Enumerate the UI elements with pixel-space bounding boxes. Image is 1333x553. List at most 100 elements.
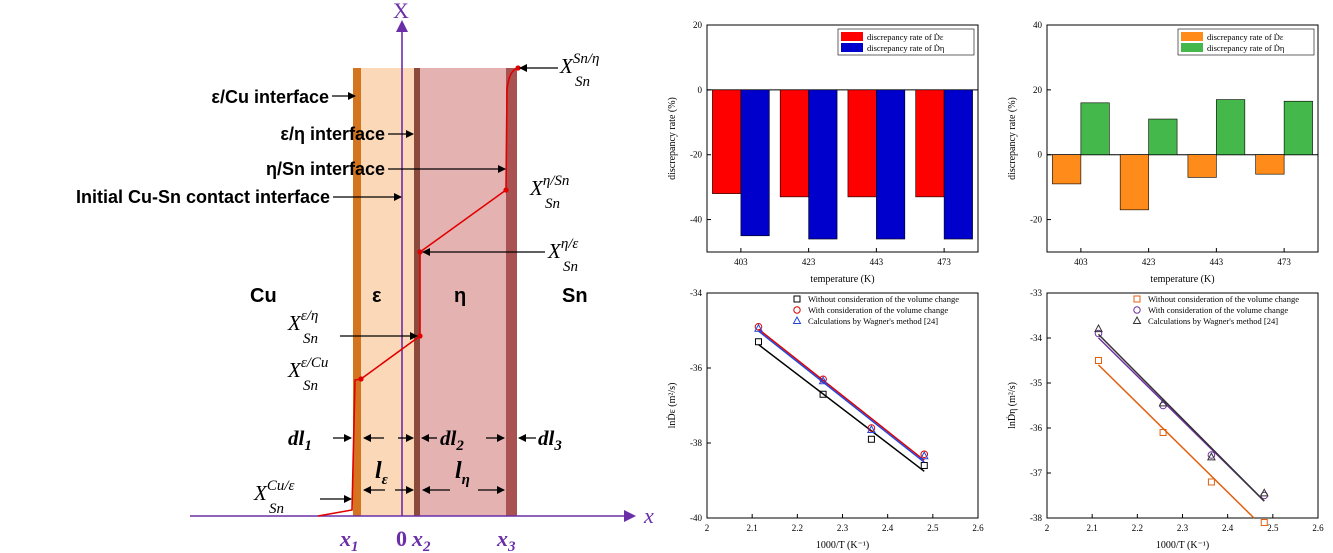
svg-text:lη: lη <box>455 458 470 488</box>
legend-marker <box>1133 306 1141 314</box>
bar-eta <box>1080 102 1110 156</box>
svg-text:x1: x1 <box>339 526 359 553</box>
interface-label-initial: Initial Cu-Sn contact interface <box>76 187 330 207</box>
axis-label-x: x <box>643 503 654 528</box>
svg-text:Sn: Sn <box>575 74 590 90</box>
y-tick-label: -20 <box>1030 215 1042 225</box>
svg-text:Xε/η: Xε/η <box>287 308 318 335</box>
legend-marker <box>793 295 801 303</box>
svg-text:x2: x2 <box>411 526 431 553</box>
point-circle <box>920 450 929 459</box>
bar-eps <box>847 89 877 198</box>
point-triangle <box>754 323 763 332</box>
svg-text:Xη/Sn: Xη/Sn <box>529 173 569 200</box>
diffusion-diagram: X x ε/Cu interface ε/η interface η/Sn in… <box>76 0 654 553</box>
x-tick-label: 2.4 <box>1222 523 1234 533</box>
svg-text:x3: x3 <box>496 526 516 553</box>
axis-label-X: X <box>393 0 409 23</box>
zero-mark: 0 <box>396 526 407 551</box>
bar-eps <box>1255 154 1285 175</box>
point-circle <box>1094 329 1103 338</box>
y-tick-label: 40 <box>1033 20 1043 30</box>
x-tick-label: 2.1 <box>747 523 758 533</box>
fit-line <box>1097 364 1255 519</box>
profile-point-sn-eta <box>515 65 521 71</box>
legend-label: With consideration of the volume change <box>808 305 948 315</box>
bar-eps <box>1187 154 1217 178</box>
x-tick-label: 473 <box>1277 257 1291 267</box>
l-eta-label: lη <box>455 458 470 488</box>
legend-label: Without consideration of the volume chan… <box>808 294 959 304</box>
legend-label: Without consideration of the volume chan… <box>1148 294 1299 304</box>
bar-eta <box>876 89 906 240</box>
x-tick-label: 2.4 <box>882 523 894 533</box>
y-tick-label: -40 <box>690 513 702 523</box>
plot-frame <box>706 24 979 253</box>
svg-text:dl2: dl2 <box>440 426 464 454</box>
bar-eps <box>915 89 945 198</box>
y-tick-label: -35 <box>1030 378 1042 388</box>
bar-eps <box>1052 154 1082 185</box>
legend-marker <box>793 306 801 314</box>
phase-label-eta: η <box>454 285 466 307</box>
x-axis-label: temperature (K) <box>810 274 874 285</box>
bar-eta <box>1216 99 1246 156</box>
point-triangle <box>866 424 876 433</box>
svg-text:Xη/ε: Xη/ε <box>547 236 578 263</box>
fit-line <box>758 328 925 461</box>
chart-lnD-eps: -34 -36 -38 -40 1000/T (K⁻¹) lnḊε (m²/s) 2 2.1 2… <box>666 288 984 551</box>
legend-swatch <box>1181 43 1203 52</box>
svg-text:Sn: Sn <box>303 378 318 394</box>
x-tick-label: 2.3 <box>837 523 849 533</box>
y-axis-label: discrepancy rate (%) <box>1007 97 1018 180</box>
profile-point-eps-eta <box>417 333 423 339</box>
bar-eta <box>1283 100 1313 156</box>
legend-label: discrepancy rate of Ḋη <box>1207 43 1284 53</box>
eta-sn-boundary-layer <box>506 68 517 516</box>
x3-mark: x3 <box>496 526 516 553</box>
point-triangle <box>1206 452 1216 461</box>
legend-swatch <box>841 32 863 41</box>
svg-text:Sn: Sn <box>269 501 284 517</box>
svg-text:dl1: dl1 <box>288 426 312 454</box>
point-circle <box>754 322 763 331</box>
x-tick-label: 2 <box>705 523 710 533</box>
x-axis-label: 1000/T (K⁻¹) <box>816 540 869 551</box>
conc-label-eta-sn: Xη/Sn Sn <box>529 173 569 212</box>
bar-eta <box>740 89 770 237</box>
x-tick-label: 443 <box>870 257 884 267</box>
interface-label-eps-cu: ε/Cu interface <box>211 87 329 107</box>
svg-text:0: 0 <box>396 526 407 551</box>
y-tick-label: -34 <box>690 288 702 298</box>
legend-label: discrepancy rate of Ḋε <box>1207 32 1284 42</box>
legend-label: discrepancy rate of Ḋη <box>867 43 944 53</box>
phase-label-sn: Sn <box>562 285 588 307</box>
y-tick-label: -40 <box>690 215 702 225</box>
conc-label-eps-cu: Xε/Cu Sn <box>287 355 328 394</box>
y-tick-label: -38 <box>690 438 702 448</box>
x-tick-label: 443 <box>1210 257 1224 267</box>
x-tick-label: 2.5 <box>927 523 939 533</box>
legend-label: Calculations by Wagner's method [24] <box>808 316 938 326</box>
interface-label-eps-eta: ε/η interface <box>280 124 385 144</box>
point-square <box>1207 478 1215 486</box>
conc-label-eps-eta: Xε/η Sn <box>287 308 318 347</box>
y-tick-label: -33 <box>1030 288 1042 298</box>
x2-mark: x2 <box>411 526 431 553</box>
plot-frame <box>706 292 979 519</box>
legend-marker <box>792 315 802 324</box>
svg-text:Sn: Sn <box>563 259 578 275</box>
point-triangle <box>1094 323 1103 333</box>
legend-label: discrepancy rate of Ḋε <box>867 32 944 42</box>
dl3-label: dl3 <box>538 426 562 454</box>
bar-eta <box>1148 118 1178 156</box>
interface-label-eta-sn: η/Sn interface <box>266 159 385 179</box>
y-tick-label: 20 <box>1033 85 1043 95</box>
y-tick-label: -34 <box>1030 333 1042 343</box>
point-square <box>1260 519 1268 526</box>
eta-region <box>420 68 506 516</box>
y-axis-label: lnḊη (m²/s) <box>1006 382 1018 429</box>
legend-marker <box>1132 315 1142 324</box>
y-axis-label: discrepancy rate (%) <box>667 97 678 180</box>
